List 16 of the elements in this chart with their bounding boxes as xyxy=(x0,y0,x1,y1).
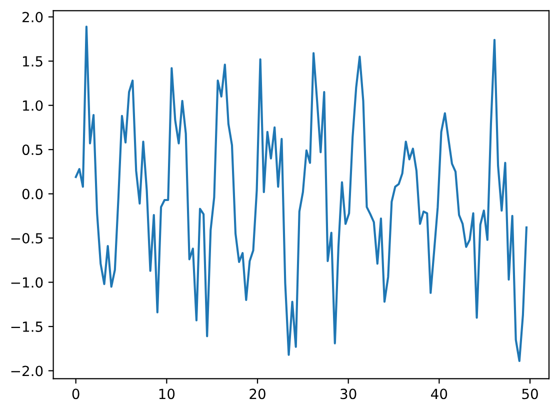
x-tick-label: 10 xyxy=(159,388,175,400)
x-tick-label: 0 xyxy=(72,388,80,400)
y-tick-label: 0.5 xyxy=(22,144,42,156)
y-tick-label: 1.0 xyxy=(23,100,43,111)
y-tick-label: 2.0 xyxy=(22,12,43,22)
x-tick-label: 30 xyxy=(340,388,356,400)
x-tick-label: 50 xyxy=(522,388,538,400)
y-tick-label: −1.5 xyxy=(11,322,42,332)
y-tick-label: −2.0 xyxy=(11,366,43,376)
y-tick-label: 1.5 xyxy=(23,56,42,67)
x-tick-label: 40 xyxy=(431,388,448,400)
y-tick-label: −1.0 xyxy=(11,277,43,288)
y-tick-label: −0.5 xyxy=(11,233,42,244)
line-series xyxy=(74,26,528,362)
y-tick-label: 0.0 xyxy=(22,188,43,200)
x-tick-label: 20 xyxy=(250,388,266,400)
